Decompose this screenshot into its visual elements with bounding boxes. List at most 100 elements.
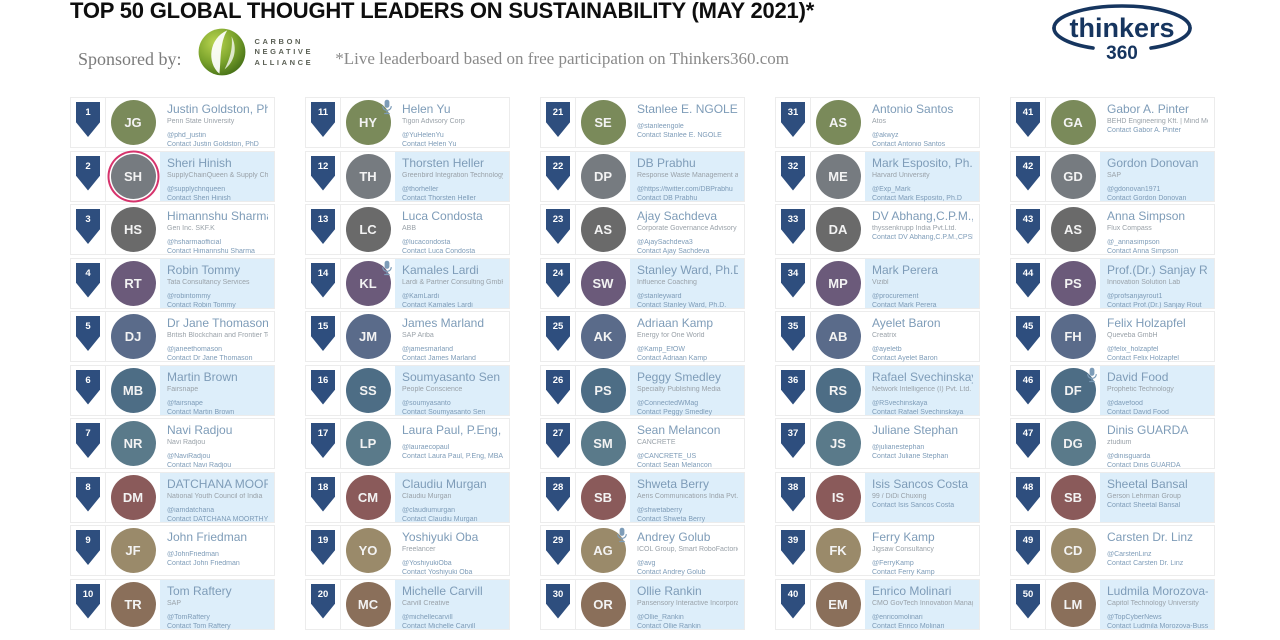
- leader-card[interactable]: 12 TH Thorsten Heller Greenbird Integrat…: [305, 150, 510, 202]
- avatar[interactable]: JF: [110, 528, 156, 573]
- avatar[interactable]: SB: [1050, 474, 1096, 520]
- leader-card[interactable]: 10 TR Tom Raftery SAP @TomRaftery Contac…: [70, 578, 275, 630]
- leader-card[interactable]: 18 CM Claudiu Murgan Claudiu Murgan @cla…: [305, 471, 510, 523]
- leader-card[interactable]: 21 SE Stanlee E. NGOLE @stanleengole Con…: [540, 97, 745, 148]
- leader-card[interactable]: 1 JG Justin Goldston, PhD Penn State Uni…: [70, 97, 275, 148]
- contact-link[interactable]: Contact Tom Raftery: [167, 622, 231, 630]
- leader-card[interactable]: 50 LM Ludmila Morozova-Buss Capitol Tech…: [1010, 578, 1215, 630]
- avatar[interactable]: DJ: [110, 314, 156, 359]
- leader-card[interactable]: 11 HY Helen Yu Tigon Advisory Corp @YuHe…: [305, 97, 510, 148]
- leader-card[interactable]: 4 RT Robin Tommy Tata Consultancy Servic…: [70, 257, 275, 309]
- leader-card[interactable]: 39 FK Ferry Kamp Jigsaw Consultancy @Fer…: [775, 525, 980, 576]
- leader-name[interactable]: Soumyasanto Sen: [402, 370, 501, 384]
- leader-name[interactable]: Felix Holzapfel: [1107, 317, 1186, 330]
- contact-link[interactable]: Contact DB Prabhu: [637, 194, 698, 202]
- leader-card[interactable]: 32 ME Mark Esposito, Ph.D Harvard Univer…: [775, 150, 980, 202]
- twitter-handle[interactable]: @janeethomason: [167, 346, 222, 354]
- leader-name[interactable]: Laura Paul, P.Eng, MBA, PMP: [402, 424, 503, 437]
- leader-name[interactable]: Ollie Rankin: [637, 584, 702, 598]
- leader-name[interactable]: Rafael Svechinskaya: [872, 370, 973, 384]
- contact-link[interactable]: Contact Shweta Berry: [637, 515, 706, 523]
- twitter-handle[interactable]: @profsanjayrout1: [1107, 292, 1163, 300]
- contact-link[interactable]: Contact Mark Perera: [872, 301, 937, 309]
- leader-card[interactable]: 45 FH Felix Holzapfel Queveba GmbH @feli…: [1010, 311, 1215, 362]
- avatar[interactable]: CM: [345, 474, 391, 520]
- twitter-handle[interactable]: @iamdatchana: [167, 506, 215, 514]
- contact-link[interactable]: Contact Yoshiyuki Oba: [402, 569, 473, 577]
- leader-card[interactable]: 35 AB Ayelet Baron Creatrix @ayeletb Con…: [775, 311, 980, 362]
- leader-name[interactable]: James Marland: [402, 317, 485, 330]
- twitter-handle[interactable]: @gdonovan1971: [1107, 185, 1161, 193]
- avatar[interactable]: SB: [580, 474, 626, 520]
- leader-name[interactable]: Robin Tommy: [167, 263, 241, 277]
- twitter-handle[interactable]: @avg: [637, 560, 656, 568]
- leader-card[interactable]: 34 MP Mark Perera Vizibl @procurement Co…: [775, 257, 980, 309]
- twitter-handle[interactable]: @CarstenLinz: [1107, 551, 1152, 559]
- leader-name[interactable]: Enrico Molinari: [872, 584, 952, 598]
- contact-link[interactable]: Contact Sean Melancon: [637, 462, 712, 470]
- twitter-handle[interactable]: @robintommy: [167, 292, 211, 300]
- leader-card[interactable]: 36 RS Rafael Svechinskaya Network Intell…: [775, 364, 980, 416]
- twitter-handle[interactable]: @thorheller: [402, 185, 439, 193]
- avatar[interactable]: KL: [345, 260, 391, 306]
- avatar[interactable]: SS: [345, 367, 391, 413]
- leader-card[interactable]: 49 CD Carsten Dr. Linz @CarstenLinz Cont…: [1010, 525, 1215, 576]
- avatar[interactable]: MB: [110, 367, 156, 413]
- leader-name[interactable]: Shweta Berry: [637, 477, 710, 491]
- avatar[interactable]: FH: [1050, 314, 1096, 359]
- leader-card[interactable]: 15 JM James Marland SAP Ariba @jamesmarl…: [305, 311, 510, 362]
- contact-link[interactable]: Contact Ayelet Baron: [872, 355, 938, 363]
- avatar[interactable]: JS: [815, 421, 861, 466]
- leader-card[interactable]: 6 MB Martin Brown Fairsnape @fairsnape C…: [70, 364, 275, 416]
- contact-link[interactable]: Contact Mark Esposito, Ph.D: [872, 194, 962, 202]
- avatar[interactable]: SE: [580, 100, 626, 145]
- contact-link[interactable]: Contact DV Abhang,C.P.M.,CPSM: [872, 234, 973, 242]
- contact-link[interactable]: Contact Felix Holzapfel: [1107, 355, 1179, 363]
- leader-name[interactable]: Luca Condosta: [402, 210, 483, 223]
- avatar[interactable]: CD: [1050, 528, 1096, 573]
- avatar[interactable]: LP: [345, 421, 391, 466]
- leader-card[interactable]: 3 HS Himannshu Sharma Gen Inc. SKF.K @hs…: [70, 204, 275, 255]
- twitter-handle[interactable]: @shwetaberry: [637, 506, 683, 514]
- avatar[interactable]: DG: [1050, 421, 1096, 466]
- twitter-handle[interactable]: @Exp_Mark: [872, 185, 911, 193]
- leader-card[interactable]: 25 AK Adriaan Kamp Energy for One World …: [540, 311, 745, 362]
- leader-name[interactable]: Dr Jane Thomason: [167, 317, 268, 330]
- contact-link[interactable]: Contact Anna Simpson: [1107, 248, 1179, 256]
- leader-name[interactable]: Himannshu Sharma: [167, 210, 268, 223]
- avatar[interactable]: PS: [1050, 260, 1096, 306]
- leader-name[interactable]: Adriaan Kamp: [637, 317, 714, 330]
- twitter-handle[interactable]: @AjaySachdeva3: [637, 239, 693, 247]
- leader-name[interactable]: DV Abhang,C.P.M.,CPSM: [872, 210, 973, 223]
- contact-link[interactable]: Contact Dinis GUARDA: [1107, 462, 1181, 470]
- contact-link[interactable]: Contact Juliane Stephan: [872, 453, 949, 461]
- leader-name[interactable]: Isis Sancos Costa: [872, 477, 969, 491]
- leader-card[interactable]: 5 DJ Dr Jane Thomason British Blockchain…: [70, 311, 275, 362]
- contact-link[interactable]: Contact Gabor A. Pinter: [1107, 127, 1181, 135]
- leader-card[interactable]: 8 DM DATCHANA MOORTHY RAMU National Yout…: [70, 471, 275, 523]
- twitter-handle[interactable]: @ayeletb: [872, 346, 902, 354]
- leader-card[interactable]: 13 LC Luca Condosta ABB @lucacondosta Co…: [305, 204, 510, 255]
- avatar[interactable]: AG: [580, 528, 626, 573]
- contact-link[interactable]: Contact Rafael Svechinskaya: [872, 408, 964, 416]
- contact-link[interactable]: Contact Luca Condosta: [402, 248, 476, 256]
- contact-link[interactable]: Contact Andrey Golub: [637, 569, 706, 577]
- avatar[interactable]: AB: [815, 314, 861, 359]
- contact-link[interactable]: Contact Robin Tommy: [167, 301, 236, 309]
- twitter-handle[interactable]: @stanleengole: [637, 123, 684, 131]
- leader-card[interactable]: 42 GD Gordon Donovan SAP @gdonovan1971 C…: [1010, 150, 1215, 202]
- avatar[interactable]: HS: [110, 207, 156, 252]
- twitter-handle[interactable]: @lucacondosta: [402, 239, 451, 247]
- avatar[interactable]: RS: [815, 367, 861, 413]
- leader-card[interactable]: 31 AS Antonio Santos Atos @akwyz Contact…: [775, 97, 980, 148]
- twitter-handle[interactable]: @ConnectedWMag: [637, 399, 699, 407]
- leader-name[interactable]: Helen Yu: [402, 103, 451, 116]
- avatar[interactable]: PS: [580, 367, 626, 413]
- twitter-handle[interactable]: @lauraecopaul: [402, 444, 450, 452]
- twitter-handle[interactable]: @TopCyberNews: [1107, 613, 1162, 621]
- twitter-handle[interactable]: @jamesmarland: [402, 346, 454, 354]
- leader-name[interactable]: Antonio Santos: [872, 103, 954, 116]
- contact-link[interactable]: Contact Sheetal Bansal: [1107, 501, 1181, 509]
- leader-name[interactable]: Anna Simpson: [1107, 210, 1186, 223]
- contact-link[interactable]: Contact Claudiu Murgan: [402, 515, 478, 523]
